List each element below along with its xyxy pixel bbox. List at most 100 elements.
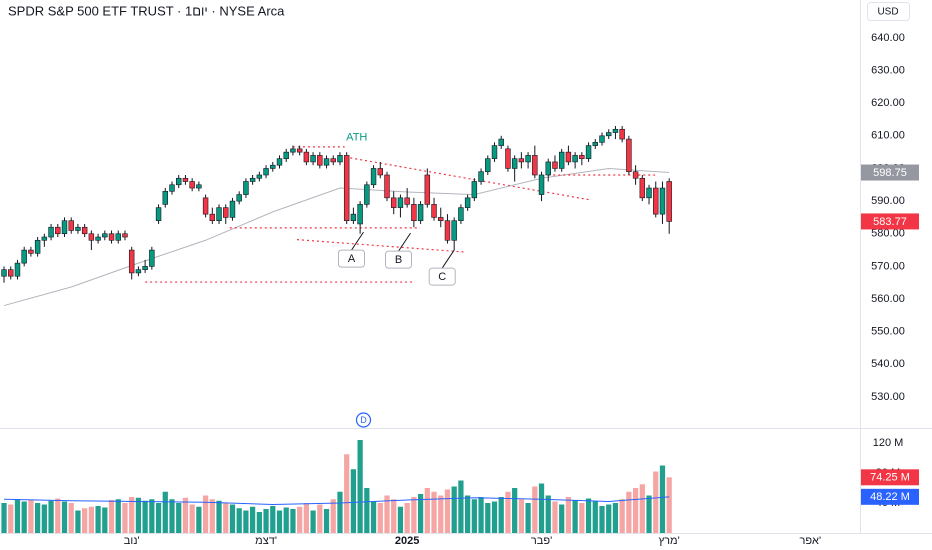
volume-bar <box>142 500 148 533</box>
candle-body <box>599 135 605 143</box>
volume-bar <box>424 488 430 533</box>
candle-body <box>357 204 363 225</box>
candle-body <box>135 269 142 274</box>
volume-bar <box>397 506 404 533</box>
candle-body <box>41 236 48 241</box>
volume-bar <box>182 497 189 533</box>
candle-body <box>592 142 598 146</box>
volume-bar <box>599 506 605 533</box>
volume-bar <box>21 501 27 533</box>
candle-body <box>558 151 565 169</box>
callout-pointer <box>351 231 364 251</box>
candle-body <box>666 181 672 222</box>
candle-body <box>525 155 531 163</box>
x-tick-label: נוב' <box>124 535 140 547</box>
volume-bar <box>565 497 572 533</box>
volume-bar <box>632 488 639 533</box>
event-label: D <box>360 415 367 425</box>
volume-bar <box>176 503 182 533</box>
volume-bar <box>370 501 377 533</box>
volume-bar <box>276 510 283 533</box>
currency-label[interactable]: USD <box>877 7 898 18</box>
volume-bar <box>465 495 471 533</box>
volume-bar <box>82 508 88 533</box>
candle-body <box>518 158 525 163</box>
candle-body <box>196 184 202 189</box>
candle-body <box>323 158 330 166</box>
candle-body <box>155 207 162 221</box>
callout-box <box>428 267 456 286</box>
volume-bar <box>444 489 451 533</box>
volume-bar <box>458 480 464 533</box>
candle-body <box>102 233 108 238</box>
ma-last-value-box <box>861 164 919 181</box>
candle-body <box>28 249 34 254</box>
volume-bar <box>350 469 357 533</box>
volume-bar <box>263 509 269 533</box>
candle-body <box>55 226 61 235</box>
candle-body <box>128 249 135 274</box>
candle-body <box>122 233 128 238</box>
candle-body <box>337 155 343 163</box>
candle-body <box>538 174 545 195</box>
volume-bar <box>55 498 61 533</box>
volume-bar <box>48 500 54 533</box>
volume-bar <box>14 499 21 533</box>
candle-body <box>276 158 283 166</box>
volume-bar <box>485 503 491 533</box>
volume-bar <box>505 491 511 533</box>
candle-body <box>451 220 457 241</box>
volume-bar <box>438 495 444 533</box>
volume-bar <box>512 488 518 533</box>
candle-body <box>1 269 7 277</box>
candle-body <box>485 158 491 173</box>
candle-body <box>149 249 155 267</box>
volume-bar <box>538 483 545 533</box>
volume-bar <box>303 503 309 533</box>
candle-body <box>438 217 444 221</box>
volume-bar <box>189 504 195 533</box>
candle-body <box>659 187 666 215</box>
candle-body <box>229 200 236 218</box>
candle-body <box>505 148 511 169</box>
candle-body <box>424 174 431 205</box>
volume-bar <box>646 495 652 533</box>
candle-body <box>290 148 296 153</box>
y-tick-label: 620.00 <box>871 97 905 109</box>
candle-body <box>478 171 484 182</box>
currency-button[interactable] <box>867 2 910 21</box>
candle-body <box>458 207 464 221</box>
candle-body <box>249 177 256 182</box>
volume-bar <box>135 497 142 533</box>
candle-body <box>646 187 652 199</box>
volume-bar <box>283 507 289 533</box>
volume-bar <box>357 440 363 533</box>
volume-bar <box>202 495 209 533</box>
candle-body <box>216 207 222 221</box>
volume-bar <box>619 499 625 533</box>
volume-bar <box>559 504 565 533</box>
candle-body <box>310 155 316 163</box>
volume-bar <box>243 510 249 533</box>
candle-body <box>169 184 175 192</box>
volume-bar <box>404 503 410 533</box>
candle-body <box>202 197 209 215</box>
candle-body <box>256 174 263 179</box>
candle-body <box>605 132 612 137</box>
volume-bar <box>256 512 262 533</box>
volume-bar <box>129 497 135 533</box>
callout-label: C <box>438 271 446 283</box>
volume-bar <box>545 495 551 533</box>
ma-last-value: 598.75 <box>873 167 907 179</box>
callout-box <box>385 250 413 269</box>
candle-body <box>48 226 54 238</box>
candle-body <box>21 249 27 264</box>
y-tick-label: 640.00 <box>871 32 905 44</box>
y-tick-label: 530.00 <box>871 391 905 403</box>
volume-bar <box>525 503 531 533</box>
volume-bar <box>290 509 296 533</box>
volume-bar <box>518 499 524 533</box>
volume-bar <box>317 504 323 533</box>
volume-bar <box>155 503 162 533</box>
candle-body <box>619 128 625 140</box>
